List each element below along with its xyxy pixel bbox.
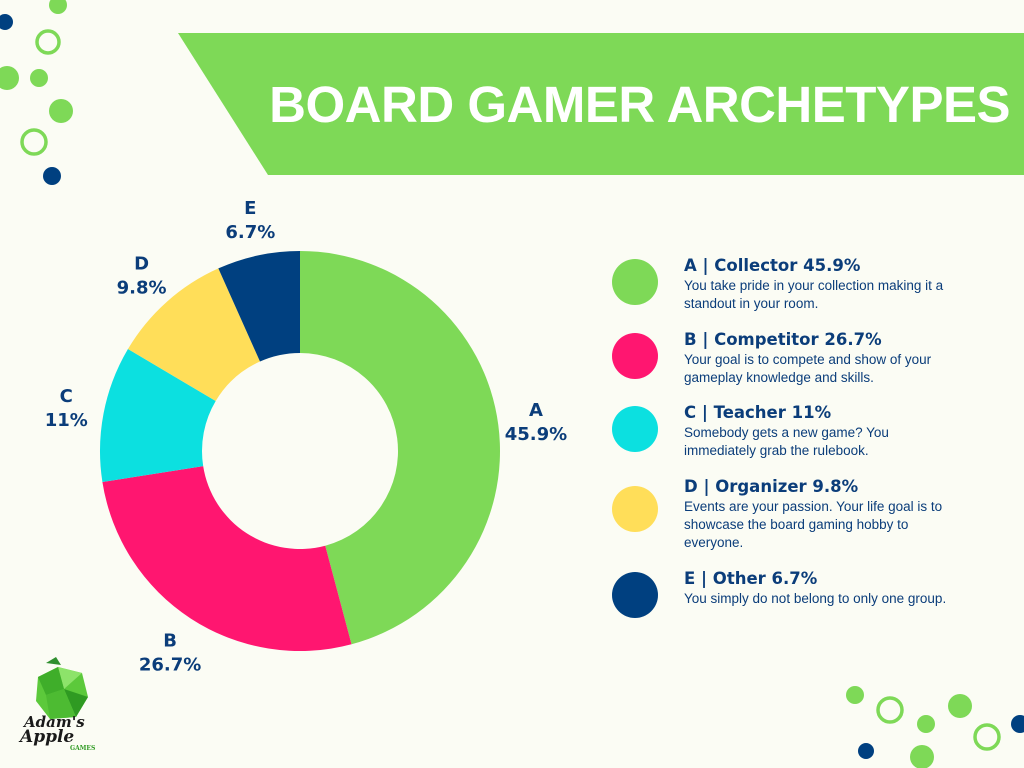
logo-line-1: Adam's — [24, 713, 85, 731]
legend-title-c: C | Teacher 11% — [684, 403, 832, 422]
page-title: BOARD GAMER ARCHETYPES — [269, 76, 1010, 133]
legend-item-d: D | Organizer 9.8% Events are your passi… — [612, 476, 1012, 568]
legend-title-d: D | Organizer 9.8% — [684, 477, 859, 496]
slice-label-e: E 6.7% — [225, 198, 275, 243]
legend-title-a: A | Collector 45.9% — [684, 256, 861, 275]
legend-desc-b: Your goal is to compete and show of your… — [684, 352, 932, 385]
slice-label-a: A 45.9% — [505, 400, 567, 445]
slice-a — [300, 251, 500, 645]
donut-chart: A 45.9% B 26.7% C 11% D 9.8% E 6.7% — [45, 198, 567, 675]
legend-title-e: E | Other 6.7% — [684, 569, 818, 588]
logo-line-2: Apple — [20, 727, 75, 747]
legend-item-c: C | Teacher 11% Somebody gets a new game… — [612, 402, 1012, 476]
slice-label-d: D 9.8% — [117, 253, 167, 298]
slice-b — [102, 466, 352, 652]
legend-item-e: E | Other 6.7% You simply do not belong … — [612, 568, 1012, 628]
legend-swatch-e — [612, 572, 658, 618]
slice-c — [100, 349, 216, 482]
legend-title-b: B | Competitor 26.7% — [684, 330, 882, 349]
logo-line-3: GAMES — [70, 745, 96, 752]
legend-swatch-a — [612, 259, 658, 305]
legend-item-a: A | Collector 45.9% You take pride in yo… — [612, 255, 1012, 329]
slice-d — [127, 268, 260, 402]
brand-logo: Adam's Apple GAMES — [16, 655, 108, 755]
legend-item-b: B | Competitor 26.7% Your goal is to com… — [612, 329, 1012, 402]
legend-desc-d: Events are your passion. Your life goal … — [684, 499, 943, 550]
legend-desc-a: You take pride in your collection making… — [684, 278, 944, 311]
slice-label-c: C 11% — [45, 386, 88, 431]
legend-swatch-b — [612, 333, 658, 379]
apple-logo-icon — [36, 657, 88, 719]
title-banner: BOARD GAMER ARCHETYPES — [178, 33, 1024, 175]
legend-desc-c: Somebody gets a new game? You immediatel… — [684, 425, 889, 458]
slice-e — [218, 251, 300, 362]
legend: A | Collector 45.9% You take pride in yo… — [612, 255, 1012, 628]
slice-label-b: B 26.7% — [139, 630, 201, 675]
legend-desc-e: You simply do not belong to only one gro… — [684, 591, 947, 606]
legend-swatch-d — [612, 486, 658, 532]
legend-swatch-c — [612, 406, 658, 452]
